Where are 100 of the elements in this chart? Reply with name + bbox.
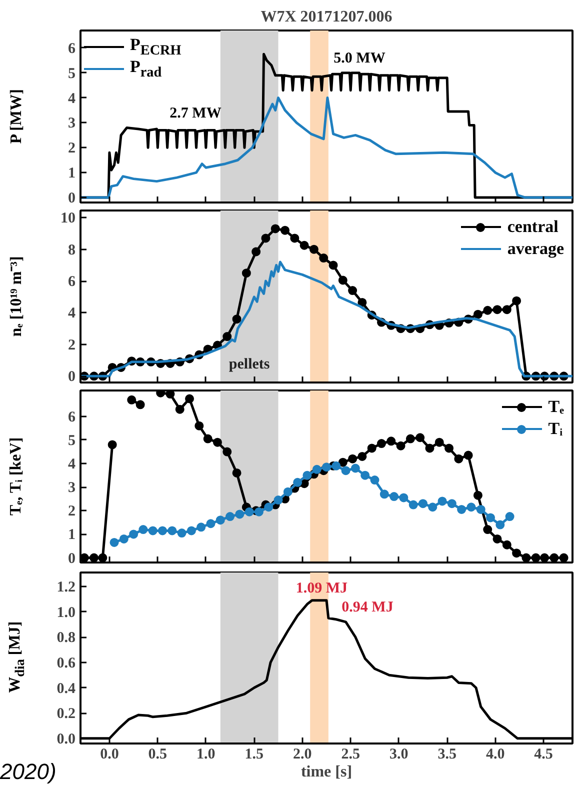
y-tick-label: 0.8 <box>56 630 76 646</box>
point <box>348 286 358 296</box>
point <box>252 247 261 256</box>
point <box>283 487 292 496</box>
point <box>264 502 274 512</box>
point <box>156 390 166 398</box>
point <box>186 526 196 536</box>
legend-label: P$_{rad}$ <box>130 56 162 83</box>
point <box>212 438 222 447</box>
x-tick-label: 3.0 <box>389 746 408 762</box>
y-axis-title: Tₑ, Tᵢ [keV] <box>6 436 26 516</box>
point <box>254 507 264 516</box>
y-tick-label: 0.2 <box>56 706 76 722</box>
x-tick-label: 0.0 <box>100 746 119 762</box>
point <box>168 526 177 536</box>
y-tick-label: 2 <box>68 140 76 157</box>
point <box>110 538 119 547</box>
y-tick-label: 4 <box>68 456 76 473</box>
point <box>302 470 312 480</box>
x-tick-label: 2.0 <box>293 746 312 762</box>
point <box>338 458 348 467</box>
point <box>559 553 568 562</box>
point <box>244 507 254 516</box>
y-tick-label: 10 <box>60 210 76 227</box>
point <box>185 394 194 404</box>
point <box>457 504 466 514</box>
y-tick-label: 2 <box>68 337 76 354</box>
y-axis-title: nₑ [10¹⁹ m⁻³] <box>6 256 26 336</box>
point <box>434 438 444 447</box>
x-axis-title: time [s] <box>300 764 352 780</box>
point <box>175 404 184 414</box>
point <box>418 499 428 508</box>
point <box>438 496 447 506</box>
annotation: 2.7 MW <box>170 106 222 122</box>
point <box>390 492 399 502</box>
point <box>322 462 331 472</box>
point <box>522 553 531 562</box>
x-tick-label: 4.0 <box>486 746 505 762</box>
point <box>473 490 482 500</box>
point <box>300 240 309 250</box>
point <box>428 502 438 512</box>
y-axis-title: P [MW] <box>6 88 26 144</box>
point <box>512 548 522 558</box>
point <box>235 510 244 519</box>
point <box>399 493 408 502</box>
chart-title: W7X 20171207.006 <box>260 8 392 26</box>
point <box>464 450 473 460</box>
point <box>447 499 456 508</box>
point <box>358 298 367 307</box>
x-tick-label: 3.5 <box>438 746 456 762</box>
y-tick-label: 3 <box>68 116 76 132</box>
point <box>367 444 376 453</box>
point <box>425 444 434 453</box>
point <box>444 444 454 453</box>
point <box>166 390 175 399</box>
point <box>274 496 283 505</box>
y-tick-label: 0.4 <box>56 680 76 697</box>
point <box>196 522 206 532</box>
y-tick-label: 1 <box>68 166 76 182</box>
point <box>486 513 495 522</box>
point <box>496 520 505 530</box>
point <box>512 296 522 306</box>
y-tick-label: 6 <box>68 40 76 57</box>
point <box>531 553 540 562</box>
point <box>502 305 512 314</box>
point <box>380 490 389 499</box>
point <box>350 464 360 473</box>
y-tick-label: 0 <box>68 369 76 386</box>
y-tick-label: 5 <box>68 432 76 449</box>
point <box>216 516 225 525</box>
point <box>476 504 486 514</box>
point <box>138 525 148 534</box>
point <box>90 553 99 562</box>
point <box>370 476 380 485</box>
point <box>483 306 492 315</box>
y-tick-label: 4 <box>68 306 76 322</box>
point <box>338 276 348 285</box>
point <box>177 528 186 538</box>
y-tick-label: 1.0 <box>56 604 76 621</box>
point <box>127 395 136 404</box>
point <box>280 226 290 235</box>
y-tick-label: 0.0 <box>56 731 76 748</box>
point <box>194 421 204 430</box>
point <box>492 305 502 314</box>
point <box>203 434 212 444</box>
point <box>466 502 476 512</box>
point <box>232 314 242 324</box>
annotation: 5.0 MW <box>334 50 386 66</box>
point <box>98 553 108 562</box>
point <box>408 500 418 510</box>
point <box>232 468 242 478</box>
legend-label: P$_{ECRH}$ <box>130 35 182 59</box>
y-tick-label: 2 <box>68 504 76 520</box>
point <box>242 268 251 278</box>
y-tick-label: 0 <box>68 190 76 207</box>
y-tick-label: 0.6 <box>56 655 76 672</box>
annotation: 0.94 MJ <box>342 600 394 616</box>
point <box>206 519 216 528</box>
point <box>312 464 322 474</box>
legend-label: average <box>507 238 564 260</box>
